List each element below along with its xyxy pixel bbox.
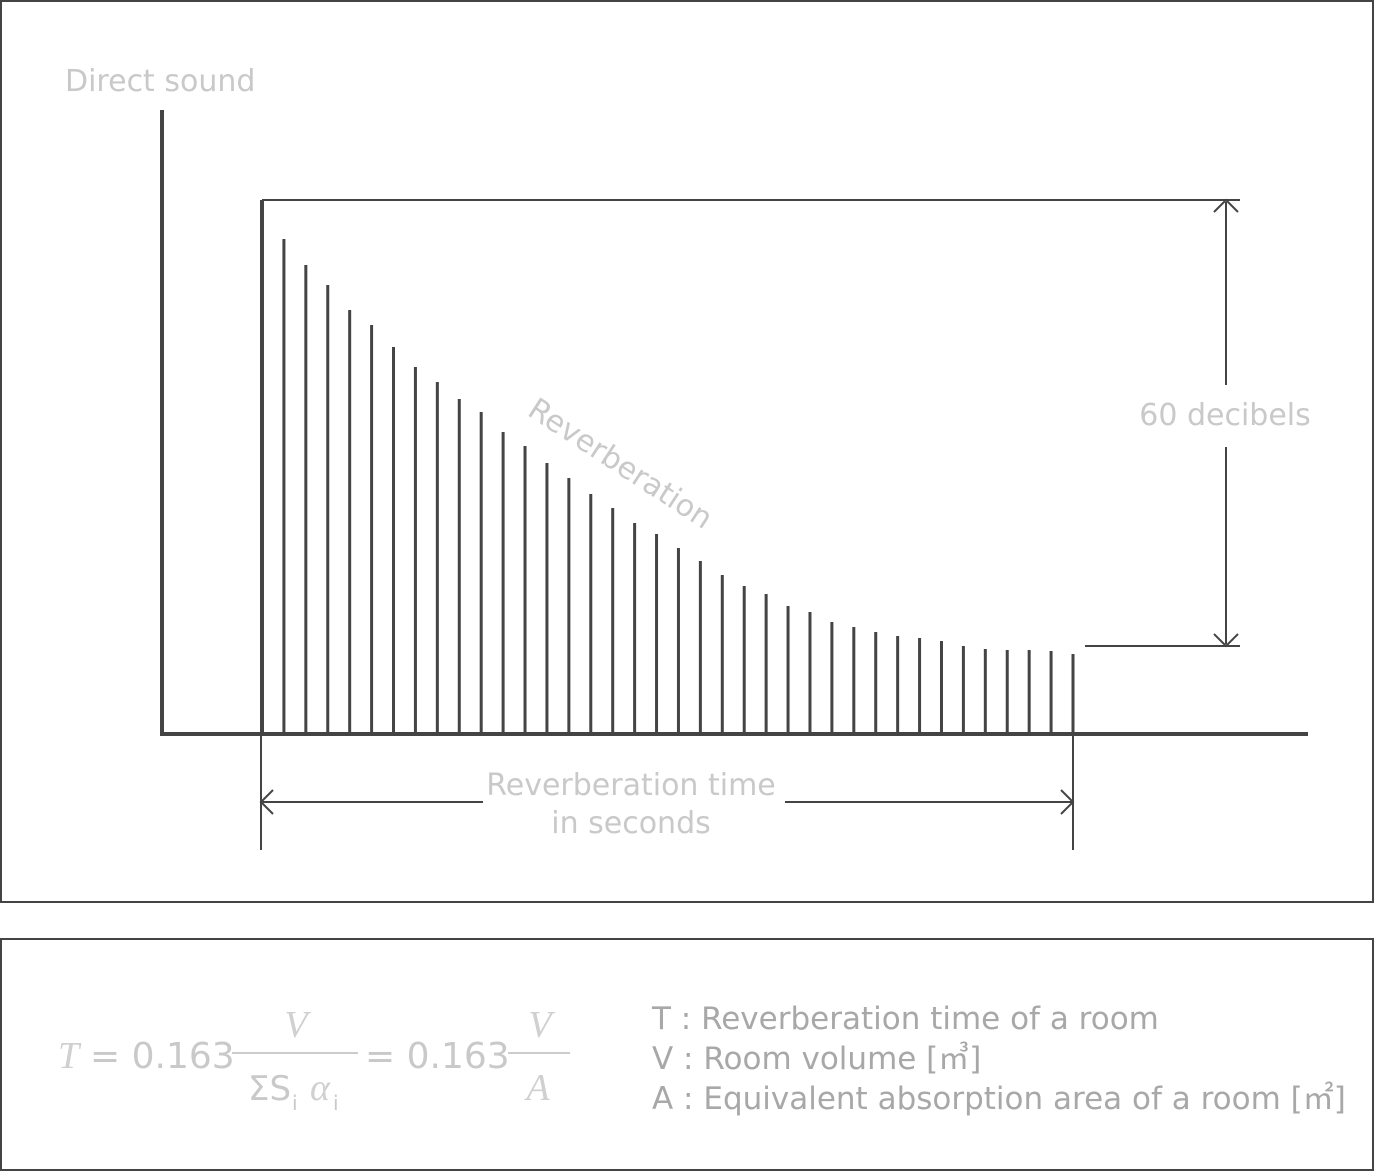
- label: 60 decibels: [1139, 398, 1311, 433]
- label: in seconds: [551, 806, 711, 841]
- formula-symbol: α: [310, 1067, 331, 1109]
- formula-symbol: A: [523, 1067, 550, 1109]
- formula-symbol: i: [333, 1091, 339, 1115]
- legend-line: V : Room volume [㎥]: [652, 1041, 981, 1077]
- label: Reverberation time: [486, 768, 776, 803]
- formula: T = 0.163 V ΣS i α i = 0.163 V A: [58, 1004, 570, 1115]
- label: Reverberation: [522, 392, 719, 537]
- legend-line: T : Reverberation time of a room: [651, 1001, 1159, 1037]
- label: Direct sound: [65, 64, 255, 99]
- formula-symbol: V: [528, 1004, 555, 1046]
- db-arrow: [1213, 198, 1239, 648]
- time-arrow: [259, 736, 1075, 850]
- chart-frame: [0, 0, 1374, 903]
- formula-symbol: T: [58, 1035, 82, 1077]
- decay-bars: [260, 200, 1075, 734]
- formula-symbol: i: [292, 1091, 298, 1115]
- formula-text: = 0.163: [365, 1036, 510, 1077]
- formula-symbol: ΣS: [248, 1069, 291, 1109]
- formula-text: = 0.163: [90, 1036, 235, 1077]
- legend-line: A : Equivalent absorption area of a room…: [652, 1081, 1346, 1117]
- formula-symbol: V: [284, 1004, 311, 1046]
- formula-frame: [0, 938, 1374, 1171]
